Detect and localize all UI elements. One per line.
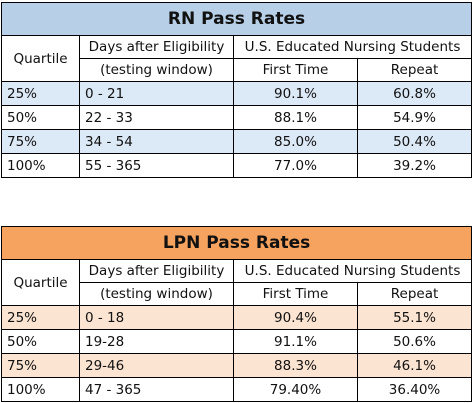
table-title: LPN Pass Rates [0, 226, 473, 260]
table-cell: 55 - 365 [79, 153, 234, 178]
header-cell: Quartile [1, 35, 80, 82]
table-cell: 77.0% [233, 153, 358, 178]
table-title: RN Pass Rates [0, 2, 473, 36]
header-row: (testing window) First Time Repeat [2, 282, 473, 306]
header-cell: Repeat [356, 58, 473, 82]
table-cell: 36.40% [356, 377, 473, 402]
data-row: 25% 0 - 18 90.4% 55.1% [1, 305, 473, 330]
table-cell: 100% [1, 377, 80, 402]
table-cell: 0 - 18 [79, 305, 234, 330]
header-cell: Days after Eligibility [79, 259, 234, 283]
table-cell: 75% [1, 129, 80, 154]
table-cell: 0 - 21 [79, 81, 234, 106]
data-row: 75% 34 - 54 85.0% 50.4% [1, 129, 473, 154]
header-cell: U.S. Educated Nursing Students [232, 35, 473, 59]
table-cell: 50.6% [356, 329, 473, 354]
table-cell: 100% [1, 153, 80, 178]
table-cell: 34 - 54 [79, 129, 234, 154]
header-row: Quartile Days after Eligibility U.S. Educa… [1, 259, 473, 306]
table-cell: 46.1% [356, 353, 473, 378]
header-cell: Quartile [1, 259, 80, 306]
table-cell: 50% [1, 105, 80, 130]
data-row: 100% 55 - 365 77.0% 39.2% [1, 153, 473, 178]
table-cell: 19-28 [79, 329, 234, 354]
table-cell: 50% [1, 329, 80, 354]
header-cell: First Time [233, 58, 358, 82]
table-cell: 25% [1, 81, 80, 106]
table-cell: 75% [1, 353, 80, 378]
header-cell: (testing window) [79, 58, 234, 82]
title-row: LPN Pass Rates [0, 226, 473, 260]
table-cell: 88.3% [233, 353, 358, 378]
header-cell: Days after Eligibility [79, 35, 234, 59]
header-cell: First Time [233, 282, 358, 306]
table-cell: 60.8% [356, 81, 473, 106]
data-row: 50% 19-28 91.1% 50.6% [1, 329, 473, 354]
pass-rate-table: LPN Pass Rates Quartile Days after Eligibi… [0, 226, 473, 402]
table-cell: 50.4% [356, 129, 473, 154]
data-row: 50% 22 - 33 88.1% 54.9% [1, 105, 473, 130]
table-cell: 85.0% [233, 129, 358, 154]
table-cell: 47 - 365 [79, 377, 234, 402]
header-row: (testing window) First Time Repeat [2, 58, 473, 82]
table-cell: 39.2% [356, 153, 473, 178]
table-cell: 90.4% [233, 305, 358, 330]
title-row: RN Pass Rates [0, 2, 473, 36]
data-row: 75% 29-46 88.3% 46.1% [1, 353, 473, 378]
table-cell: 55.1% [356, 305, 473, 330]
data-row: 25% 0 - 21 90.1% 60.8% [1, 81, 473, 106]
table-cell: 22 - 33 [79, 105, 234, 130]
header-cell: Repeat [356, 282, 473, 306]
header-cell: (testing window) [79, 282, 234, 306]
table-cell: 25% [1, 305, 80, 330]
table-cell: 54.9% [356, 105, 473, 130]
table-cell: 29-46 [79, 353, 234, 378]
header-row: Quartile Days after Eligibility U.S. Educa… [1, 35, 473, 82]
pass-rate-table: RN Pass Rates Quartile Days after Eligibil… [0, 2, 473, 178]
table-cell: 88.1% [233, 105, 358, 130]
table-cell: 91.1% [233, 329, 358, 354]
data-row: 100% 47 - 365 79.40% 36.40% [1, 377, 473, 402]
table-cell: 79.40% [233, 377, 358, 402]
table-cell: 90.1% [233, 81, 358, 106]
header-cell: U.S. Educated Nursing Students [232, 259, 473, 283]
